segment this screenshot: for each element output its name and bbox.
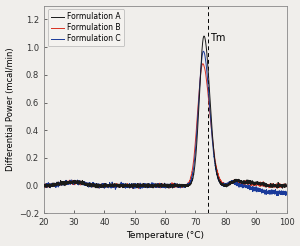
Formulation B xyxy=(280,184,284,187)
Line: Formulation C: Formulation C xyxy=(44,51,286,196)
Formulation C xyxy=(135,184,139,187)
Formulation C xyxy=(70,180,73,183)
Formulation B xyxy=(131,187,135,190)
Y-axis label: Differential Power (mcal/min): Differential Power (mcal/min) xyxy=(6,48,15,171)
Formulation C xyxy=(254,188,257,191)
Formulation A xyxy=(70,181,73,184)
Legend: Formulation A, Formulation B, Formulation C: Formulation A, Formulation B, Formulatio… xyxy=(47,9,124,46)
Formulation B xyxy=(135,184,139,187)
Formulation C xyxy=(285,193,288,196)
Formulation C xyxy=(42,184,46,187)
Formulation B xyxy=(254,184,258,186)
Formulation A xyxy=(280,187,284,190)
Formulation A xyxy=(146,184,149,187)
Formulation B xyxy=(146,183,149,186)
Formulation A xyxy=(42,184,46,187)
Formulation B xyxy=(70,182,73,185)
Formulation C xyxy=(146,186,149,189)
Text: Tm: Tm xyxy=(210,33,225,43)
Formulation C xyxy=(275,194,279,197)
Formulation B xyxy=(285,184,288,187)
Formulation C xyxy=(201,50,205,53)
Formulation A xyxy=(202,34,206,37)
Formulation A xyxy=(135,185,139,188)
Line: Formulation B: Formulation B xyxy=(44,64,286,188)
Formulation B xyxy=(84,184,88,186)
Formulation C xyxy=(84,183,88,185)
Formulation C xyxy=(280,192,284,195)
Formulation B xyxy=(42,183,46,186)
Formulation A xyxy=(254,181,257,184)
Formulation A xyxy=(285,184,288,187)
Formulation A xyxy=(280,184,284,187)
Formulation B xyxy=(201,62,205,65)
Formulation A xyxy=(84,184,88,187)
X-axis label: Temperature (°C): Temperature (°C) xyxy=(126,231,204,240)
Line: Formulation A: Formulation A xyxy=(44,36,286,188)
